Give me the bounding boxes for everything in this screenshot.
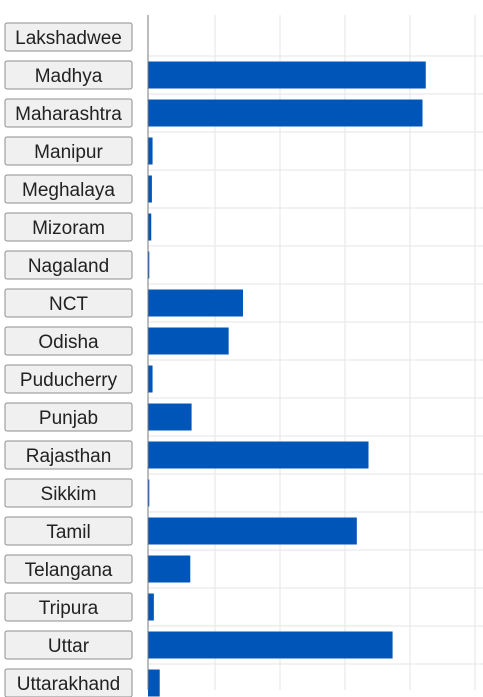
bar-tripura xyxy=(148,593,154,621)
bar-tamil xyxy=(148,517,357,545)
category-button-frame xyxy=(4,478,133,508)
category-buttons: Lakshadwee Madhya Maharashtra Manipur Meghal… xyxy=(4,22,133,697)
category-label: Odisha xyxy=(38,332,99,353)
bar-mizoram xyxy=(148,213,152,241)
category-button-uttarakhand[interactable]: Uttarakhand xyxy=(4,668,133,697)
category-button-frame xyxy=(4,60,133,90)
bar-punjab xyxy=(148,403,192,431)
category-label: Manipur xyxy=(34,142,103,163)
bar-uttar xyxy=(148,631,393,659)
category-label: Punjab xyxy=(39,408,98,429)
category-button-frame xyxy=(4,326,133,356)
bar-uttarakhand xyxy=(148,669,160,697)
category-button-lakshadwee[interactable]: Lakshadwee xyxy=(4,22,133,52)
category-label: Meghalaya xyxy=(22,180,115,201)
bar-madhya xyxy=(148,61,426,89)
category-label: Puducherry xyxy=(20,370,118,391)
category-button-madhya[interactable]: Madhya xyxy=(4,60,133,90)
category-label: Telangana xyxy=(25,560,113,581)
bar-meghalaya xyxy=(148,175,152,203)
bar-nagaland xyxy=(148,251,150,279)
category-button-tripura[interactable]: Tripura xyxy=(4,592,133,622)
bar-manipur xyxy=(148,137,153,165)
category-button-puducherry[interactable]: Puducherry xyxy=(4,364,133,394)
bar-telangana xyxy=(148,555,191,583)
category-button-manipur[interactable]: Manipur xyxy=(4,136,133,166)
category-button-sikkim[interactable]: Sikkim xyxy=(4,478,133,508)
category-label: Nagaland xyxy=(28,256,109,277)
category-label: Madhya xyxy=(35,66,103,87)
category-label: Tripura xyxy=(39,598,99,619)
category-label: Sikkim xyxy=(41,484,97,505)
bar-puducherry xyxy=(148,365,153,393)
bar-maharashtra xyxy=(148,99,423,127)
category-label: Tamil xyxy=(46,522,90,543)
category-button-frame xyxy=(4,592,133,622)
category-button-frame xyxy=(4,554,133,584)
category-button-frame xyxy=(4,136,133,166)
category-button-frame xyxy=(4,250,133,280)
category-button-frame xyxy=(4,22,133,52)
category-button-frame xyxy=(4,98,133,128)
bar-odisha xyxy=(148,327,229,355)
category-button-frame xyxy=(4,288,133,318)
bars xyxy=(148,61,426,697)
category-button-odisha[interactable]: Odisha xyxy=(4,326,133,356)
category-button-nagaland[interactable]: Nagaland xyxy=(4,250,133,280)
bar-nct xyxy=(148,289,243,317)
category-button-frame xyxy=(4,630,133,660)
category-label: Uttar xyxy=(48,636,90,657)
category-button-uttar[interactable]: Uttar xyxy=(4,630,133,660)
bar-rajasthan xyxy=(148,441,369,469)
category-label: Lakshadwee xyxy=(15,28,122,49)
category-button-tamil[interactable]: Tamil xyxy=(4,516,133,546)
category-button-nct[interactable]: NCT xyxy=(4,288,133,318)
category-label: Mizoram xyxy=(32,218,105,239)
category-button-punjab[interactable]: Punjab xyxy=(4,402,133,432)
category-label: Rajasthan xyxy=(26,446,112,467)
category-button-frame xyxy=(4,174,133,204)
category-button-frame xyxy=(4,212,133,242)
category-button-telangana[interactable]: Telangana xyxy=(4,554,133,584)
bar-sikkim xyxy=(148,479,150,507)
category-button-frame xyxy=(4,364,133,394)
category-label: Uttarakhand xyxy=(17,674,121,695)
category-label: NCT xyxy=(49,294,88,315)
category-button-frame xyxy=(4,668,133,697)
category-button-rajasthan[interactable]: Rajasthan xyxy=(4,440,133,470)
gridlines xyxy=(148,15,483,690)
category-button-mizoram[interactable]: Mizoram xyxy=(4,212,133,242)
category-button-meghalaya[interactable]: Meghalaya xyxy=(4,174,133,204)
category-label: Maharashtra xyxy=(15,104,122,125)
category-button-frame xyxy=(4,402,133,432)
category-button-maharashtra[interactable]: Maharashtra xyxy=(4,98,133,128)
category-button-frame xyxy=(4,440,133,470)
category-button-frame xyxy=(4,516,133,546)
